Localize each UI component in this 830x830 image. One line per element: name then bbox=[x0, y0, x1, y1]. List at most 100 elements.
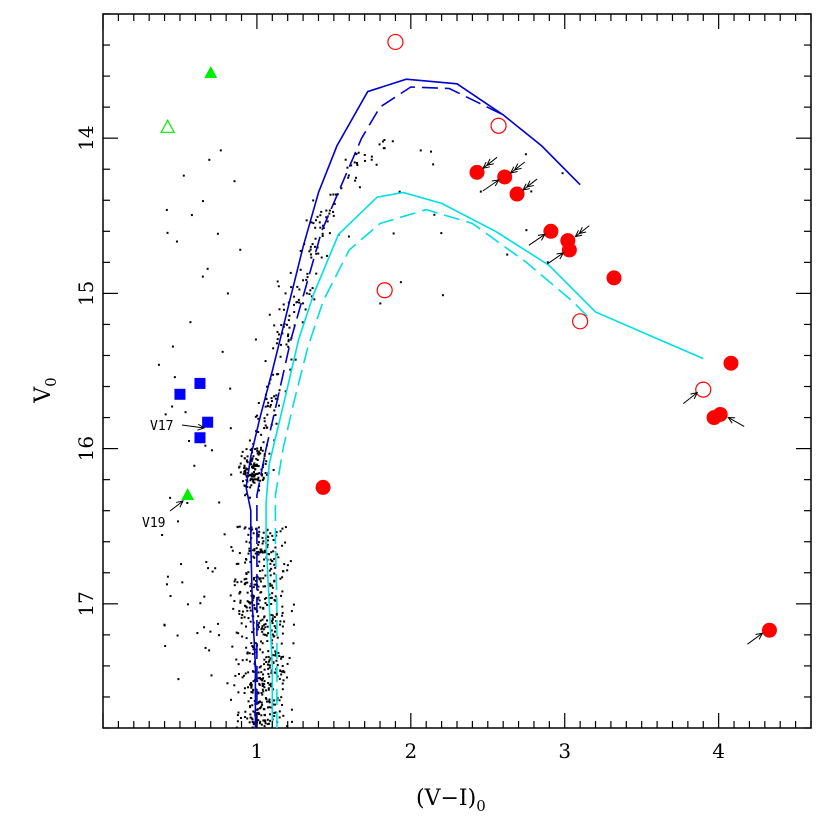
field-star bbox=[258, 676, 261, 679]
field-star bbox=[266, 619, 269, 622]
field-star bbox=[275, 422, 278, 425]
field-star bbox=[261, 473, 264, 476]
field-star bbox=[250, 589, 253, 592]
field-star bbox=[260, 692, 263, 695]
field-star bbox=[279, 623, 282, 626]
field-star bbox=[263, 615, 266, 618]
field-star bbox=[280, 673, 283, 676]
field-star bbox=[282, 303, 285, 306]
field-star bbox=[238, 465, 241, 468]
field-star bbox=[429, 150, 432, 153]
field-star bbox=[289, 271, 292, 274]
field-star bbox=[236, 581, 239, 584]
field-star bbox=[269, 657, 272, 660]
field-star bbox=[239, 590, 242, 593]
y-tick-label: 17 bbox=[74, 591, 98, 616]
field-star bbox=[233, 600, 236, 603]
field-star bbox=[290, 286, 293, 289]
field-star bbox=[251, 718, 254, 721]
field-star bbox=[261, 684, 264, 687]
field-star bbox=[268, 659, 271, 662]
field-star bbox=[268, 553, 271, 556]
field-star bbox=[253, 481, 256, 484]
field-star bbox=[177, 678, 180, 681]
field-star bbox=[257, 677, 260, 680]
field-star bbox=[238, 552, 241, 555]
field-star bbox=[308, 293, 311, 296]
field-star bbox=[251, 528, 254, 531]
field-star bbox=[235, 726, 238, 728]
field-star bbox=[252, 475, 255, 478]
field-star bbox=[276, 636, 279, 639]
field-star bbox=[263, 686, 266, 689]
field-star bbox=[262, 540, 265, 543]
field-star bbox=[252, 455, 255, 458]
field-star bbox=[259, 580, 262, 583]
field-star bbox=[252, 555, 255, 558]
field-star bbox=[243, 578, 246, 581]
field-star bbox=[279, 355, 282, 358]
field-star bbox=[266, 640, 269, 643]
field-star bbox=[263, 454, 266, 457]
field-star bbox=[263, 720, 266, 723]
field-star bbox=[204, 444, 207, 447]
field-star bbox=[234, 578, 237, 581]
field-star bbox=[223, 533, 226, 536]
field-star bbox=[263, 549, 266, 552]
field-star bbox=[233, 684, 236, 687]
y-axis-label-main: V bbox=[31, 386, 56, 404]
field-star bbox=[333, 202, 336, 205]
field-star bbox=[267, 663, 270, 666]
field-star bbox=[265, 634, 268, 637]
field-star bbox=[320, 210, 323, 213]
field-star bbox=[254, 473, 257, 476]
field-star bbox=[299, 268, 302, 271]
isochrone bbox=[245, 78, 581, 728]
field-star bbox=[259, 591, 262, 594]
field-star bbox=[267, 687, 270, 690]
field-star bbox=[336, 193, 339, 196]
field-star bbox=[319, 226, 322, 229]
field-star bbox=[276, 553, 279, 556]
field-star bbox=[274, 413, 277, 416]
field-star bbox=[253, 576, 256, 579]
field-star bbox=[259, 577, 262, 580]
field-star bbox=[243, 457, 246, 460]
field-star bbox=[281, 682, 284, 685]
field-star bbox=[264, 602, 267, 605]
arrow-head bbox=[755, 632, 764, 640]
field-star bbox=[261, 682, 264, 685]
field-star bbox=[210, 674, 213, 677]
field-star bbox=[246, 581, 249, 584]
field-star bbox=[261, 542, 264, 545]
field-star bbox=[264, 424, 267, 427]
arrow-line bbox=[169, 500, 184, 512]
field-star bbox=[247, 686, 250, 689]
field-star bbox=[332, 193, 335, 196]
field-star bbox=[266, 426, 269, 429]
annotation-v17: V17 bbox=[150, 419, 173, 434]
field-star bbox=[288, 326, 291, 329]
field-star bbox=[298, 301, 301, 304]
field-star bbox=[506, 253, 509, 256]
field-star bbox=[258, 578, 261, 581]
field-star bbox=[262, 628, 265, 631]
field-star bbox=[391, 140, 394, 143]
x-tick-label: 1 bbox=[251, 739, 264, 763]
field-star bbox=[245, 467, 248, 470]
field-star bbox=[261, 550, 264, 553]
field-star bbox=[252, 586, 255, 589]
field-star bbox=[269, 403, 272, 406]
field-star bbox=[310, 221, 313, 224]
field-star bbox=[245, 448, 248, 451]
field-star bbox=[319, 214, 322, 217]
field-star bbox=[277, 333, 280, 336]
field-star bbox=[311, 287, 314, 290]
field-star bbox=[236, 526, 239, 529]
field-star bbox=[203, 595, 206, 598]
field-star bbox=[189, 321, 192, 324]
field-star bbox=[249, 704, 252, 707]
field-star bbox=[255, 457, 258, 460]
field-star bbox=[245, 637, 248, 640]
field-star bbox=[243, 687, 246, 690]
